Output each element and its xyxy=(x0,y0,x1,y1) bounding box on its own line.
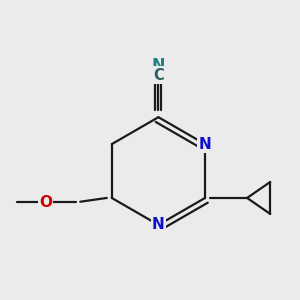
Text: N: N xyxy=(199,136,212,152)
Text: N: N xyxy=(152,58,165,73)
Text: C: C xyxy=(153,68,164,82)
Text: O: O xyxy=(39,195,52,210)
Text: N: N xyxy=(152,218,165,232)
